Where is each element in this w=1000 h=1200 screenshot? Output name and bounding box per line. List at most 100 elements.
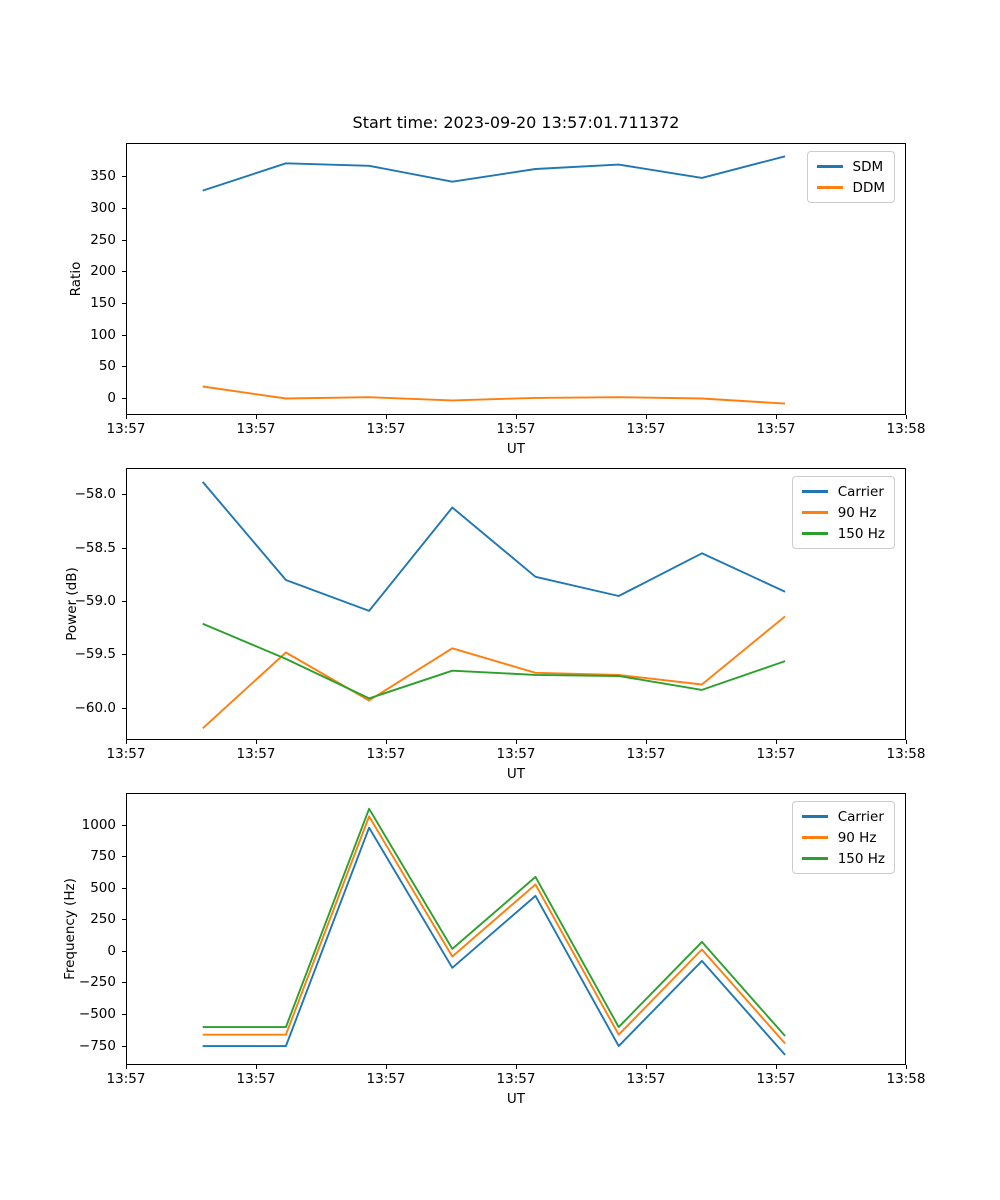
x-tick-mark xyxy=(255,415,257,419)
x-tick-mark xyxy=(775,415,777,419)
y-tick-mark xyxy=(122,334,126,336)
x-tick-mark xyxy=(515,415,517,419)
plot-area-ratio xyxy=(126,143,906,415)
y-tick-mark xyxy=(122,271,126,273)
x-tick-label: 13:57 xyxy=(496,746,536,762)
figure-title: Start time: 2023-09-20 13:57:01.711372 xyxy=(352,113,680,132)
y-tick-mark xyxy=(122,707,126,709)
x-axis-label-ut-1: UT xyxy=(506,441,526,457)
y-tick-mark xyxy=(122,398,126,399)
legend-entry-90-hz: 90 Hz xyxy=(801,502,885,523)
y-tick-mark xyxy=(122,494,126,496)
chart-lines-panel-2 xyxy=(201,481,786,730)
x-tick-mark xyxy=(125,1065,127,1069)
y-tick-label: 300 xyxy=(90,199,116,216)
x-tick-mark xyxy=(515,740,517,744)
legend-panel-1: SDM DDM xyxy=(806,151,895,203)
legend-entry-carrier: Carrier xyxy=(801,481,885,502)
y-tick-mark xyxy=(122,1045,126,1047)
x-tick-label: 13:58 xyxy=(886,1071,926,1087)
y-tick-label: −60.0 xyxy=(74,699,116,716)
x-tick-mark xyxy=(775,740,777,744)
y-tick-label: −250 xyxy=(78,974,116,991)
y-tick-label: −58.0 xyxy=(74,486,116,503)
y-tick-label: 150 xyxy=(90,294,116,311)
x-tick-mark xyxy=(385,415,387,419)
legend-entry-carrier: Carrier xyxy=(801,806,885,827)
series-line-150-hz xyxy=(202,807,786,1037)
plot-area-power xyxy=(126,468,906,740)
series-line-carrier xyxy=(202,826,786,1056)
x-tick-label: 13:57 xyxy=(626,746,666,762)
y-tick-label: 0 xyxy=(107,390,116,406)
legend-label: SDM xyxy=(852,158,884,175)
legend-line-swatch xyxy=(801,857,828,860)
legend-line-swatch xyxy=(816,186,843,189)
x-tick-label: 13:57 xyxy=(496,1071,536,1087)
y-tick-mark xyxy=(122,982,126,984)
x-tick-label: 13:57 xyxy=(366,1071,406,1087)
y-tick-label: 1000 xyxy=(81,816,116,833)
x-tick-mark xyxy=(385,740,387,744)
series-line-90-hz xyxy=(202,615,786,730)
legend-label: Carrier xyxy=(837,808,884,825)
y-tick-mark xyxy=(122,1014,126,1015)
y-tick-label: −59.5 xyxy=(74,646,116,663)
x-tick-label: 13:57 xyxy=(236,746,276,762)
y-tick-mark xyxy=(122,950,126,952)
legend-label: DDM xyxy=(852,179,885,196)
legend-line-swatch xyxy=(816,165,843,168)
legend-entry-ddm: DDM xyxy=(816,177,885,198)
legend-line-swatch xyxy=(801,490,828,493)
y-tick-label: 100 xyxy=(90,326,116,343)
y-tick-label: 250 xyxy=(90,231,116,248)
chart-lines-panel-1 xyxy=(202,155,786,405)
legend-panel-2: Carrier 90 Hz 150 Hz xyxy=(791,476,895,549)
y-tick-mark xyxy=(122,654,126,656)
legend-entry-150-hz: 150 Hz xyxy=(801,848,885,869)
x-tick-mark xyxy=(645,740,647,744)
y-tick-mark xyxy=(122,302,126,304)
y-tick-mark xyxy=(122,887,126,889)
x-tick-mark xyxy=(645,415,647,419)
legend-entry-150-hz: 150 Hz xyxy=(801,523,885,544)
y-tick-mark xyxy=(122,176,126,178)
x-tick-mark xyxy=(385,1065,387,1069)
chart-lines-panel-3 xyxy=(202,807,786,1056)
legend-label: 90 Hz xyxy=(837,504,877,521)
x-tick-mark xyxy=(255,740,257,744)
y-tick-label: 250 xyxy=(90,911,116,928)
plot-area-frequency xyxy=(126,793,906,1065)
x-tick-label: 13:57 xyxy=(236,1071,276,1087)
x-tick-mark xyxy=(125,415,127,419)
x-axis-label-ut-3: UT xyxy=(506,1091,526,1107)
y-tick-label: 500 xyxy=(90,879,116,896)
y-tick-label: 350 xyxy=(90,168,116,185)
y-tick-label: 50 xyxy=(98,358,116,375)
x-tick-label: 13:57 xyxy=(756,1071,796,1087)
y-tick-mark xyxy=(122,856,126,858)
legend-label: 150 Hz xyxy=(837,525,885,542)
y-tick-mark xyxy=(122,366,126,368)
series-line-90-hz xyxy=(202,815,786,1045)
x-axis-label-ut-2: UT xyxy=(506,766,526,782)
x-tick-label: 13:58 xyxy=(886,746,926,762)
y-tick-label: −750 xyxy=(78,1037,116,1054)
x-tick-mark xyxy=(775,1065,777,1069)
x-tick-mark xyxy=(905,415,907,419)
x-tick-label: 13:57 xyxy=(756,746,796,762)
x-tick-mark xyxy=(125,740,127,744)
legend-label: 90 Hz xyxy=(837,829,877,846)
y-tick-mark xyxy=(122,547,126,549)
series-line-150-hz xyxy=(202,622,786,700)
y-tick-label: −58.5 xyxy=(74,539,116,556)
x-tick-mark xyxy=(905,1065,907,1069)
x-tick-mark xyxy=(645,1065,647,1069)
x-tick-label: 13:57 xyxy=(106,1071,146,1087)
series-line-carrier xyxy=(201,481,786,612)
series-line-sdm xyxy=(202,155,786,192)
x-tick-label: 13:57 xyxy=(496,421,536,437)
y-tick-label: 200 xyxy=(90,263,116,280)
legend-line-swatch xyxy=(801,511,828,514)
